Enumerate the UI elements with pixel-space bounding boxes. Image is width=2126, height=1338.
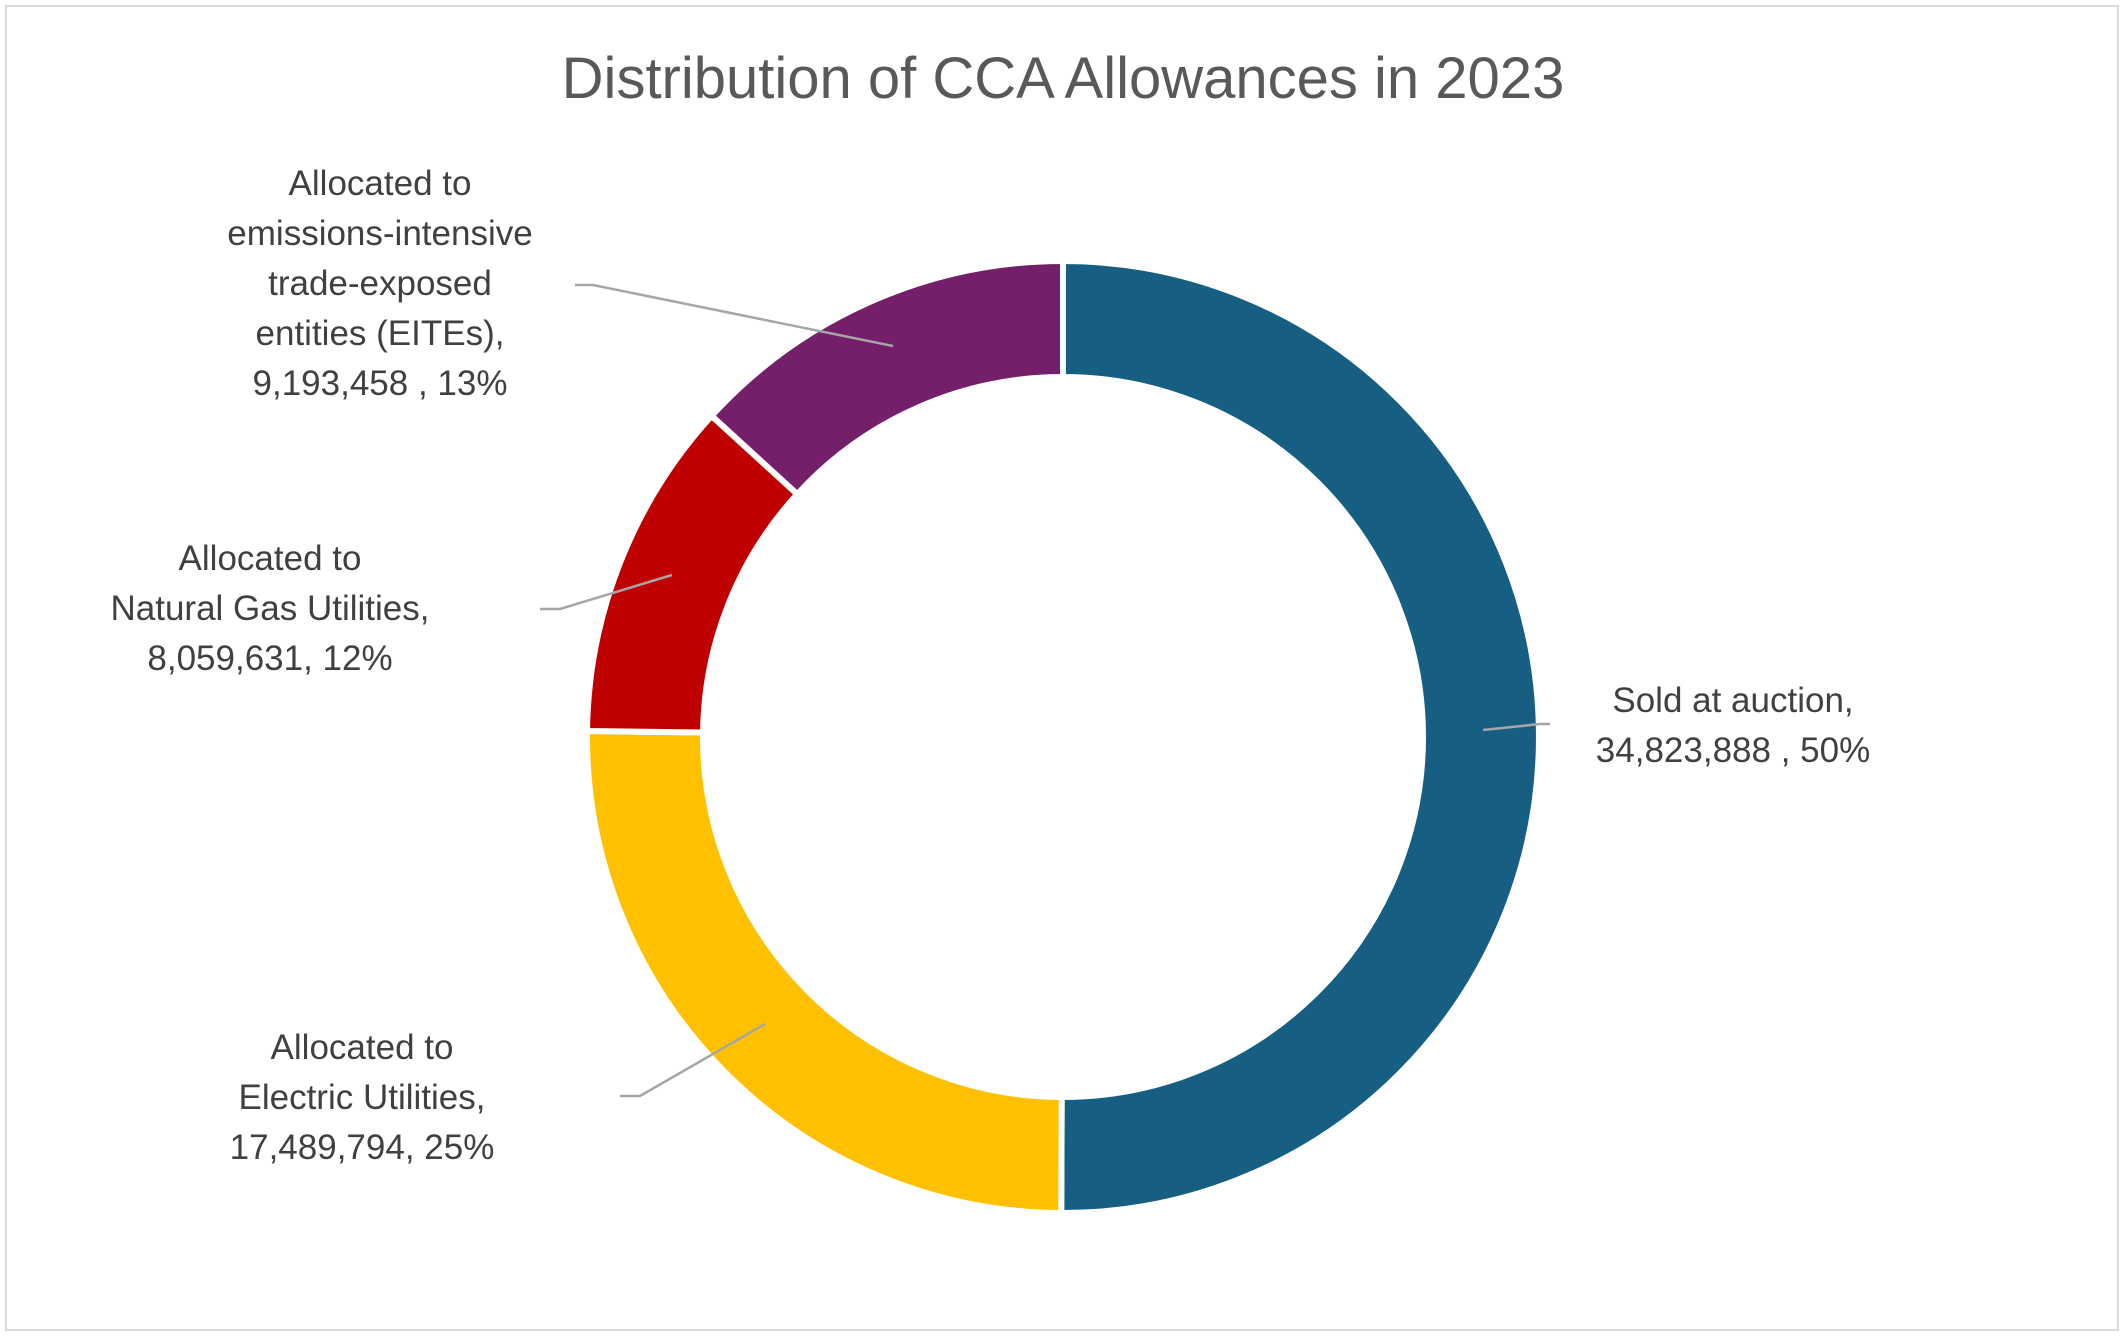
leader-line-allocated-to-electric-utilities xyxy=(620,1022,766,1098)
data-label-sold-at-auction: Sold at auction, 34,823,888 , 50% xyxy=(1596,681,1870,770)
data-label-allocated-to-natural-gas-utilities: Allocated to Natural Gas Utilities, 8,059,… xyxy=(111,539,430,678)
chart-title: Distribution of CCA Allowances in 2023 xyxy=(562,46,1565,111)
data-label-allocated-to-emissions-intensive-trade-exposed-entities: Allocated to emissions-intensive trade-exp… xyxy=(227,164,532,403)
data-label-line: Sold at auction, xyxy=(1612,681,1853,720)
slice-sold-at-auction[interactable] xyxy=(1058,257,1542,1217)
leader-line-allocated-to-emissions-intensive-trade-exposed-entities xyxy=(575,283,894,348)
data-label-line: 8,059,631, 12% xyxy=(147,639,392,678)
data-label-line: Allocated to xyxy=(271,1028,454,1067)
data-label-line: Allocated to xyxy=(289,164,472,203)
data-label-line: Natural Gas Utilities, xyxy=(111,589,430,628)
data-label-line: Allocated to xyxy=(179,539,362,578)
leader-lines-group xyxy=(540,283,1550,1098)
data-label-line: 17,489,794, 25% xyxy=(230,1128,495,1167)
leader-line-sold-at-auction xyxy=(1482,722,1550,732)
data-label-line: entities (EITEs), xyxy=(256,314,505,353)
data-label-line: 34,823,888 , 50% xyxy=(1596,731,1870,770)
data-label-allocated-to-electric-utilities: Allocated to Electric Utilities, 17,489,79… xyxy=(230,1028,495,1167)
data-labels-group: Sold at auction, 34,823,888 , 50% Allocate… xyxy=(111,164,1871,1167)
data-label-line: 9,193,458 , 13% xyxy=(253,364,508,403)
data-label-line: emissions-intensive xyxy=(227,214,532,253)
leader-line-allocated-to-natural-gas-utilities xyxy=(540,573,673,611)
data-label-line: Electric Utilities, xyxy=(239,1078,486,1117)
slices-group xyxy=(583,257,1542,1217)
data-label-line: trade-exposed xyxy=(268,264,492,303)
slice-allocated-to-emissions-intensive-trade-exposed-entities[interactable] xyxy=(707,257,1066,499)
slice-allocated-to-electric-utilities[interactable] xyxy=(584,728,1065,1217)
